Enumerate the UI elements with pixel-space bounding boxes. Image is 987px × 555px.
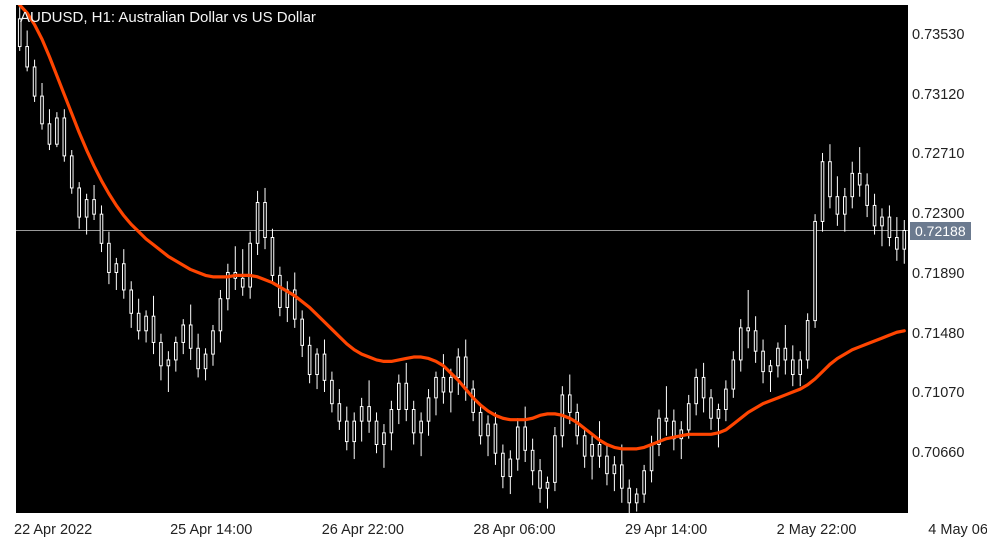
chart-container: AUDUSD, H1: Australian Dollar vs US Doll… [0,0,987,555]
x-axis-label: 22 Apr 2022 [14,522,92,538]
y-axis-label: 0.71070 [912,385,964,401]
x-axis-label: 26 Apr 22:00 [322,522,404,538]
current-price-tag: 0.72188 [910,222,971,240]
x-axis-label: 2 May 22:00 [777,522,857,538]
chart-canvas [16,5,908,513]
y-axis-label: 0.71480 [912,326,964,342]
chart-title: AUDUSD, H1: Australian Dollar vs US Doll… [20,9,316,26]
y-axis: 0.73530 0.73120 0.72710 0.72300 0.71890 0.714… [908,5,980,513]
y-axis-label: 0.72710 [912,146,964,162]
chart-plot-area[interactable]: AUDUSD, H1: Australian Dollar vs US Doll… [16,5,908,513]
x-axis-label: 4 May 06:00 [928,522,987,538]
y-axis-label: 0.72300 [912,206,964,222]
x-axis-label: 25 Apr 14:00 [170,522,252,538]
y-axis-label: 0.70660 [912,445,964,461]
x-axis-label: 29 Apr 14:00 [625,522,707,538]
x-axis-label: 28 Apr 06:00 [473,522,555,538]
y-axis-label: 0.73530 [912,27,964,43]
y-axis-label: 0.71890 [912,266,964,282]
x-axis: 22 Apr 2022 25 Apr 14:00 26 Apr 22:00 28 Ap… [16,513,908,545]
y-axis-label: 0.73120 [912,87,964,103]
